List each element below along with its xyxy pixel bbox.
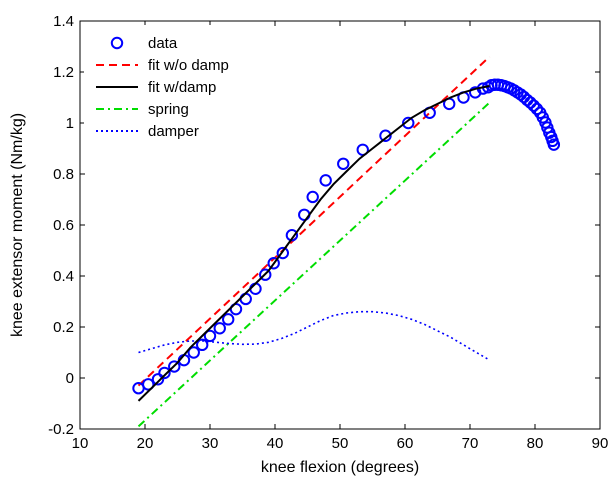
data-point: [527, 99, 540, 112]
x-tick-label: 20: [137, 435, 154, 452]
data-point: [187, 346, 200, 359]
y-tick-label: 0: [66, 370, 74, 387]
y-tick-label: 0.8: [53, 166, 74, 183]
data-point: [213, 322, 226, 335]
data-point: [259, 268, 272, 281]
y-tick-label: 0.2: [53, 319, 74, 336]
x-tick-label: 70: [462, 435, 479, 452]
x-tick-label: 30: [202, 435, 219, 452]
series-fit-w-o-damp-line: [137, 55, 491, 387]
x-tick-label: 80: [527, 435, 544, 452]
x-tick-label: 10: [72, 435, 89, 452]
data-point: [547, 138, 561, 151]
legend-swatch-data: [110, 36, 124, 50]
series-damper-line: [138, 310, 490, 361]
legend-label-spring: spring: [148, 101, 189, 118]
x-tick-label: 60: [397, 435, 414, 452]
data-point: [306, 190, 319, 204]
legend: data fit w/o damp fit w/damp spring damper: [84, 25, 254, 140]
legend-label-fit-w-o-damp: fit w/o damp: [148, 57, 229, 74]
x-tick-label: 50: [332, 435, 349, 452]
legend-label-data: data: [148, 35, 178, 52]
series-layer: [132, 55, 561, 428]
y-tick-label: 0.6: [53, 217, 74, 234]
series-spring-line: [137, 101, 491, 428]
data-point: [158, 366, 171, 380]
x-tick-label: 90: [592, 435, 609, 452]
legend-label-damper: damper: [148, 123, 199, 140]
y-tick-label: -0.2: [48, 421, 74, 438]
legend-label-fit-w-damp: fit w/damp: [148, 79, 216, 96]
data-point: [267, 257, 280, 270]
data-point: [379, 129, 392, 142]
data-point: [402, 116, 415, 130]
y-axis-label: knee extensor moment (Nm/kg): [9, 113, 26, 337]
data-point: [168, 360, 181, 373]
series-fit-w-damp-line: [137, 85, 490, 402]
data-point: [222, 313, 235, 326]
x-tick-label: 40: [267, 435, 284, 452]
data-point: [151, 373, 165, 386]
ticks-layer: 10 20 30 40 50 60 70 80 90 -0.2 0 0.2 0.4 0.6 0.8 1 1.2 1…: [48, 13, 608, 452]
data-point: [196, 338, 209, 352]
y-tick-label: 1.4: [53, 13, 74, 30]
x-axis-label: knee flexion (degrees): [261, 459, 419, 476]
y-tick-label: 0.4: [53, 268, 74, 285]
data-point: [142, 378, 155, 391]
data-point: [337, 157, 350, 171]
data-point: [524, 96, 537, 109]
data-point: [203, 329, 217, 343]
data-point: [319, 174, 332, 187]
y-tick-label: 1.2: [53, 64, 74, 81]
y-tick-label: 1: [66, 115, 74, 132]
data-point: [276, 246, 289, 260]
